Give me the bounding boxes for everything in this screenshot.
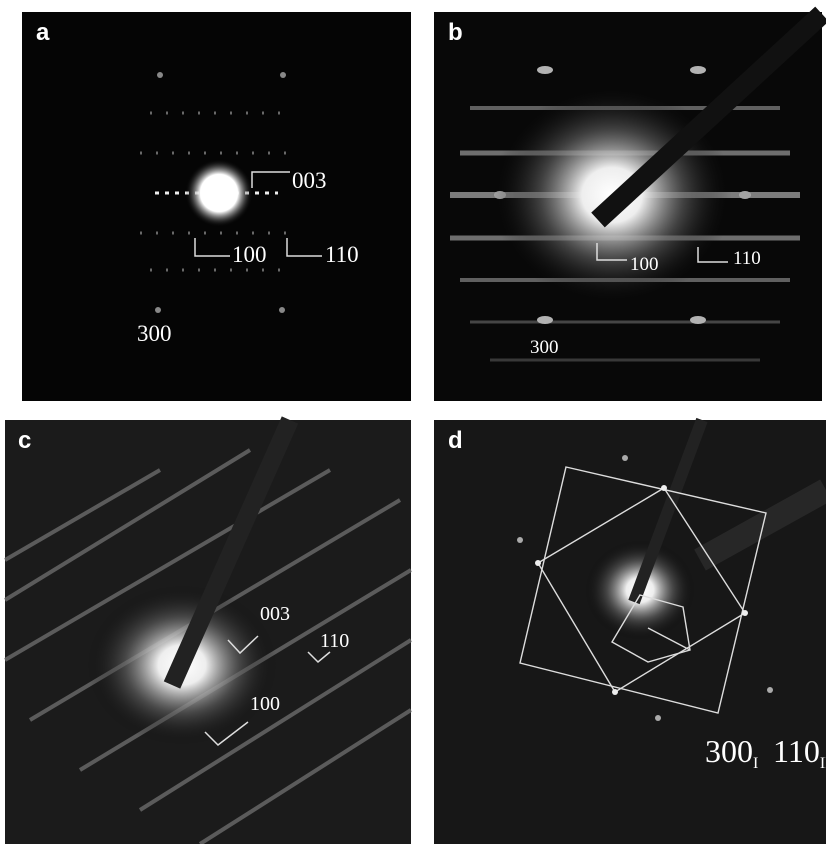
panel-label: c (18, 427, 31, 454)
annotation-text: 300 (705, 733, 753, 769)
annotation: 110 (733, 248, 761, 269)
annotation: 300I (705, 733, 758, 772)
panel-label: b (448, 19, 463, 46)
panel-b: b 100 110 300 (434, 12, 822, 401)
annotation: 110II (773, 733, 826, 772)
annotation: 100 (232, 242, 267, 267)
annotation: 003 (292, 168, 327, 193)
annotation: 100 (250, 693, 280, 715)
annotation: 110 (325, 242, 359, 267)
annotation: 300 (530, 337, 559, 358)
panel-label: d (448, 427, 463, 454)
panel-a: a 003 100 110 300 (22, 12, 411, 401)
annotation: 003 (260, 603, 290, 625)
annotation-subscript: I (753, 755, 758, 772)
annotation: 100 (630, 254, 659, 275)
panel-label: a (36, 19, 50, 46)
panel-d: d 300I 110II (434, 420, 826, 844)
panel-c: c 003 110 100 (5, 420, 411, 844)
figure: a 003 100 110 300 b 100 110 300 (0, 0, 826, 844)
annotation-text: 110 (773, 733, 820, 769)
annotation: 110 (320, 630, 349, 652)
annotation-subscript: II (820, 755, 826, 772)
annotation: 300 (137, 321, 172, 346)
